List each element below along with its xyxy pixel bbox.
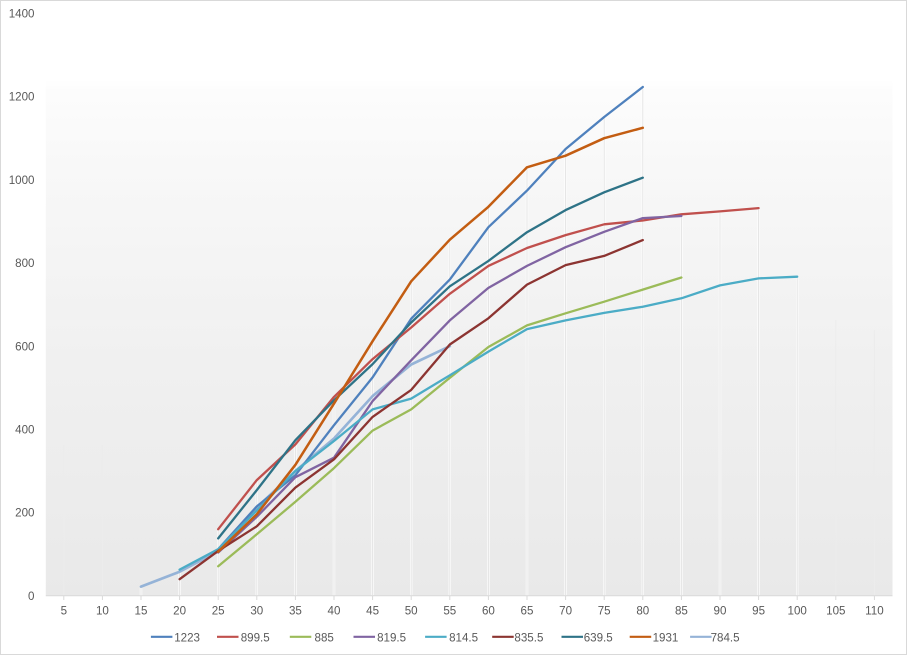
svg-text:1223: 1223: [174, 631, 200, 644]
svg-text:25: 25: [212, 605, 225, 618]
svg-text:80: 80: [636, 605, 649, 618]
svg-text:45: 45: [366, 605, 379, 618]
svg-text:65: 65: [521, 605, 534, 618]
svg-text:639.5: 639.5: [584, 631, 613, 644]
svg-text:5: 5: [61, 605, 67, 618]
svg-text:85: 85: [675, 605, 688, 618]
svg-text:1200: 1200: [9, 91, 35, 104]
svg-text:819.5: 819.5: [377, 631, 406, 644]
svg-text:70: 70: [559, 605, 572, 618]
svg-text:30: 30: [250, 605, 263, 618]
svg-text:90: 90: [714, 605, 727, 618]
svg-text:15: 15: [135, 605, 148, 618]
svg-text:10: 10: [96, 605, 109, 618]
svg-text:200: 200: [15, 507, 34, 520]
svg-text:0: 0: [28, 590, 34, 603]
svg-text:835.5: 835.5: [514, 631, 543, 644]
svg-text:75: 75: [598, 605, 611, 618]
svg-text:20: 20: [173, 605, 186, 618]
svg-text:784.5: 784.5: [711, 631, 740, 644]
svg-text:95: 95: [752, 605, 765, 618]
svg-text:105: 105: [826, 605, 845, 618]
svg-text:885: 885: [315, 631, 334, 644]
svg-text:35: 35: [289, 605, 302, 618]
svg-text:40: 40: [328, 605, 341, 618]
svg-text:55: 55: [443, 605, 456, 618]
svg-text:600: 600: [15, 340, 34, 353]
svg-text:1931: 1931: [653, 631, 679, 644]
svg-text:814.5: 814.5: [449, 631, 478, 644]
svg-text:1000: 1000: [9, 174, 35, 187]
svg-text:60: 60: [482, 605, 495, 618]
svg-text:800: 800: [15, 257, 34, 270]
svg-text:100: 100: [788, 605, 807, 618]
svg-text:400: 400: [15, 424, 34, 437]
svg-text:50: 50: [405, 605, 418, 618]
svg-text:1400: 1400: [9, 8, 35, 21]
svg-text:899.5: 899.5: [241, 631, 270, 644]
svg-text:110: 110: [865, 605, 883, 618]
